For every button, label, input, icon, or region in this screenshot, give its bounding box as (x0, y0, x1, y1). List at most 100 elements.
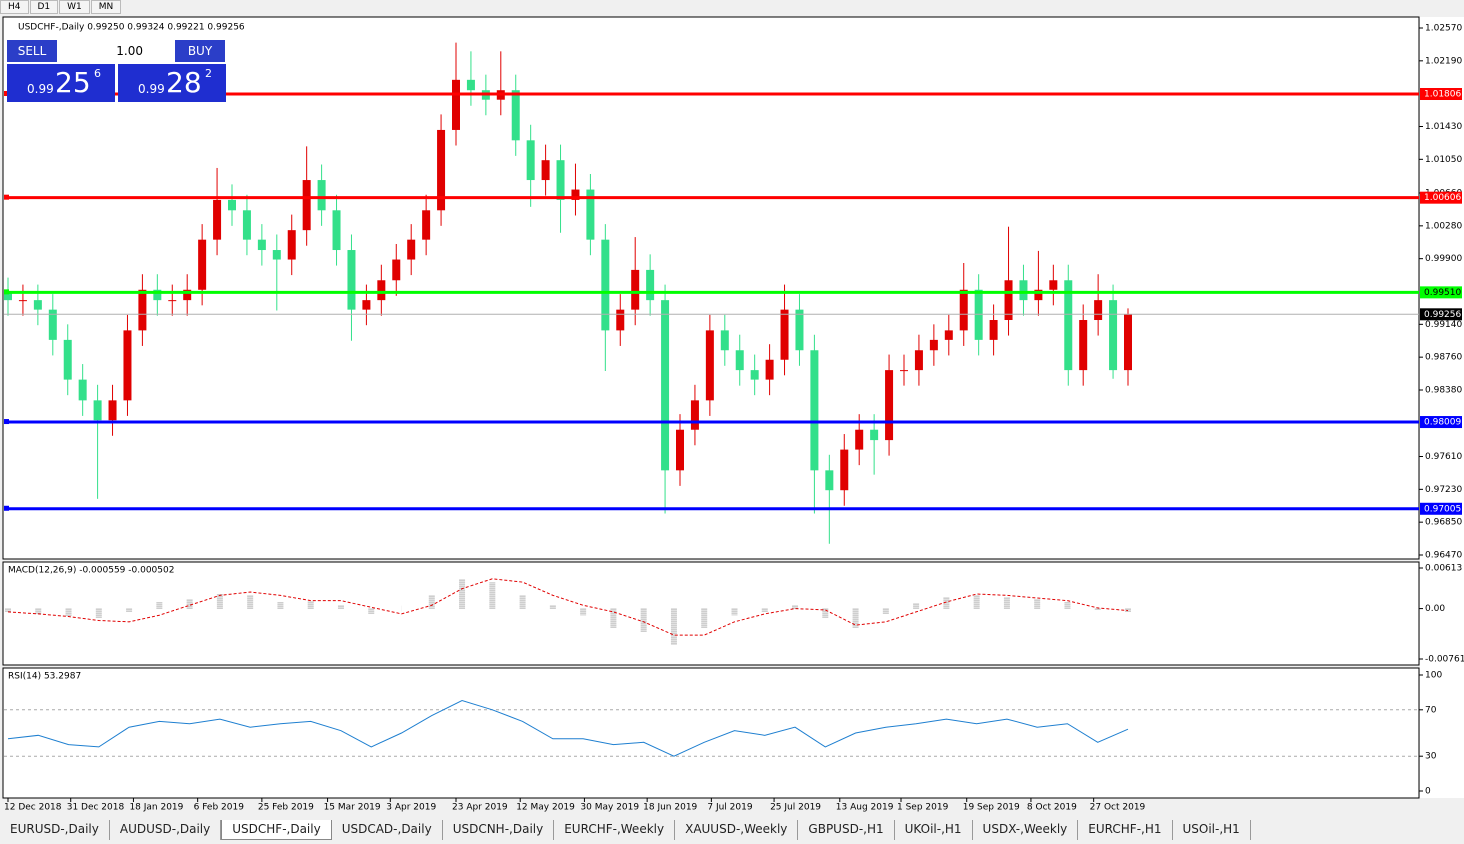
timeframe-button[interactable]: MN (90, 0, 122, 14)
candle-body (302, 180, 311, 231)
candle-body (362, 300, 371, 310)
x-tick-label: 27 Oct 2019 (1090, 803, 1146, 813)
candle-body (631, 269, 640, 310)
candle-body (1124, 314, 1132, 371)
candle-body (198, 239, 207, 290)
chart-tab[interactable]: GBPUSD-,H1 (798, 820, 895, 840)
timeframe-button[interactable]: H4 (0, 0, 29, 14)
chart-tab[interactable]: USDCNH-,Daily (443, 820, 555, 840)
candle-body (123, 330, 132, 401)
level-tag (1420, 502, 1462, 515)
level-tag (1420, 416, 1462, 429)
chart-tab[interactable]: EURCHF-,Weekly (554, 820, 676, 840)
candle-body (332, 210, 341, 251)
x-tick-label: 12 Dec 2018 (4, 803, 62, 813)
candle-body (4, 293, 12, 301)
buy-price[interactable]: 0.99 28 2 (118, 64, 226, 102)
x-tick-label: 12 May 2019 (516, 803, 575, 813)
chart-tab[interactable]: UKOil-,H1 (895, 820, 973, 840)
sell-button[interactable]: SELL (7, 40, 57, 62)
macd-pane (2, 561, 1420, 666)
lot-input[interactable]: 1.00 (61, 42, 171, 60)
one-click-trading: SELL 1.00 BUY 0.99 25 6 0.99 28 2 (7, 40, 227, 102)
x-tick-label: 13 Aug 2019 (836, 803, 894, 813)
x-tick-label: 7 Jul 2019 (707, 803, 752, 813)
y-tick-label: 0.97230 (1425, 485, 1462, 495)
x-tick-label: 31 Dec 2018 (67, 803, 125, 813)
candle-body (1034, 289, 1043, 301)
y-tick-label: -0.007612 (1425, 655, 1464, 665)
buy-button[interactable]: BUY (175, 40, 225, 62)
candle-body (1079, 320, 1088, 371)
price-big: 0.99 (138, 82, 165, 96)
level-marker (4, 419, 9, 425)
x-tick-label: 18 Jun 2019 (643, 803, 697, 813)
candle-body (347, 250, 356, 310)
chart-tab[interactable]: USOil-,H1 (1173, 820, 1251, 840)
chart-tab[interactable]: USDCAD-,Daily (332, 820, 443, 840)
candle-body (287, 230, 296, 260)
y-tick-label: 0.00613 (1425, 564, 1462, 574)
candle-body (526, 140, 535, 181)
level-tag (1420, 286, 1462, 299)
chart-tab[interactable]: USDX-,Weekly (973, 820, 1079, 840)
chart-tab[interactable]: USDCHF-,Daily (221, 820, 332, 840)
candle-body (556, 160, 565, 200)
candle-body (705, 330, 714, 401)
level-label: 1.00606 (1424, 193, 1461, 203)
x-tick-label: 1 Sep 2019 (897, 803, 949, 813)
timeframe-button[interactable]: W1 (59, 0, 90, 14)
candle-body (93, 400, 102, 421)
candle-body (168, 300, 177, 302)
y-tick-label: 1.00280 (1425, 221, 1462, 231)
timeframe-button[interactable]: D1 (29, 0, 59, 14)
candle-body (676, 429, 684, 471)
candle-body (213, 199, 222, 240)
candle-body (616, 309, 625, 331)
candle-body (690, 400, 699, 430)
y-tick-label: 1.01430 (1425, 122, 1462, 132)
rsi-label: RSI(14) 53.2987 (8, 672, 81, 682)
candle-body (48, 309, 57, 340)
level-tag (1420, 88, 1462, 101)
candle-body (929, 339, 938, 351)
x-tick-label: 19 Sep 2019 (963, 803, 1020, 813)
candle-body (1094, 300, 1103, 321)
candle-body (392, 259, 401, 281)
candle-body (18, 300, 27, 302)
candle-body (989, 320, 998, 340)
y-tick-label: 0.97610 (1425, 452, 1462, 462)
x-tick-label: 8 Oct 2019 (1027, 803, 1077, 813)
candle-body (661, 300, 670, 471)
candle-body (153, 289, 162, 301)
candle-body (33, 300, 42, 310)
chart-window: USDCHF-,Daily 0.99250 0.99324 0.99221 0.… (2, 16, 1464, 813)
chart-tab[interactable]: EURCHF-,H1 (1078, 820, 1173, 840)
chart-tab[interactable]: XAUUSD-,Weekly (675, 820, 799, 840)
y-tick-label: 0.99900 (1425, 254, 1462, 264)
y-tick-label: 1.02570 (1425, 24, 1462, 34)
candle-body (437, 129, 446, 211)
y-tick-label: 0.00 (1425, 604, 1445, 614)
candle-body (765, 359, 774, 380)
price-big: 0.99 (27, 82, 54, 96)
candle-body (78, 379, 87, 401)
candle-body (63, 339, 72, 380)
x-tick-label: 18 Jan 2019 (129, 803, 183, 813)
candle-body (825, 470, 834, 491)
candle-body (586, 189, 595, 240)
chart-tab[interactable]: AUDUSD-,Daily (110, 820, 222, 840)
main-pane (2, 16, 1420, 560)
sell-price[interactable]: 0.99 25 6 (7, 64, 115, 102)
x-tick-label: 23 Apr 2019 (452, 803, 508, 813)
candle-body (601, 239, 610, 331)
level-label: 0.98009 (1424, 418, 1461, 428)
candle-body (317, 180, 326, 211)
y-tick-label: 1.01050 (1425, 155, 1462, 165)
y-tick-label: 0.99140 (1425, 320, 1462, 330)
y-tick-label: 0.98760 (1425, 353, 1462, 363)
chart-tab[interactable]: EURUSD-,Daily (0, 820, 110, 840)
candle-body (571, 189, 580, 200)
candle-body (720, 330, 729, 351)
candle-body (810, 350, 819, 471)
